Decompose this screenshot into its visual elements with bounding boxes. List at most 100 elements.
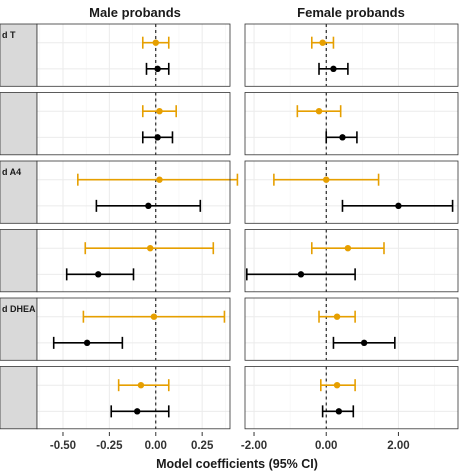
panel-male [36,92,231,156]
point-estimate [156,176,163,183]
point-estimate [154,65,161,73]
point-estimate [83,339,91,347]
point-estimate [137,381,145,389]
point-estimate [335,408,343,415]
strip-label: d A4 [2,167,21,177]
panel-background [37,366,230,429]
estimate-black [110,405,170,418]
panel-background [37,229,230,292]
point-estimate [395,202,402,210]
strip-label: d T [2,30,16,40]
panel-background [245,92,458,155]
point-estimate [134,408,141,415]
panel-female [244,23,459,87]
estimate-black [141,131,174,144]
panel-male [36,160,239,224]
facet-row: d A4 [0,160,459,224]
panel-background [37,298,230,361]
facet-row [0,229,459,293]
panel-border [244,160,459,224]
estimate-orange [141,105,177,118]
x-tick-label-female: -2.00 [241,440,267,452]
point-estimate [360,339,368,347]
estimate-orange [296,105,342,118]
facet-strip [0,229,38,293]
point-estimate [333,313,341,320]
facet-strip [0,23,38,87]
x-tick-label-male: -0.25 [96,440,123,452]
point-estimate [323,176,330,183]
facet-title-male: Male probands [89,5,181,20]
x-tick-label-male: -0.50 [50,440,76,452]
panel-border [36,366,231,430]
facet-row: d T [0,23,459,87]
facet-row: d DHEA [0,297,459,361]
panel-background [37,24,230,87]
estimate-orange [77,173,239,186]
panel-grid: d T d A4 d DHEA [0,23,459,430]
panel-border [244,229,459,293]
panel-border [36,160,231,224]
estimate-black [325,131,358,144]
x-tick-label-male: 0.00 [145,440,167,452]
panel-border [244,23,459,87]
facet-title-female: Female probands [297,5,405,20]
point-estimate [147,244,154,252]
point-estimate [297,271,305,278]
panel-male [36,23,231,87]
estimate-black [321,405,355,418]
x-axes: -0.50 -0.25 0.00 0.25 -2.00 0.00 2.00 [50,432,410,452]
facet-strip [0,92,38,156]
panel-female [244,92,459,156]
point-estimate [95,271,102,278]
panel-female [244,297,459,361]
panel-male [36,229,231,293]
estimate-black [65,268,135,281]
facet-strip [0,160,38,224]
point-estimate [154,134,161,141]
estimate-orange [318,310,356,323]
estimate-black [95,199,202,212]
point-estimate [145,202,152,210]
panel-female [244,160,459,224]
panel-female [244,366,459,430]
estimate-orange [273,173,380,186]
panel-background [245,366,458,429]
estimate-black [52,336,124,349]
estimate-orange [320,379,356,392]
panel-border [244,366,459,430]
panel-female [244,229,459,293]
panel-border [36,92,231,156]
x-tick-label-male: 0.25 [191,440,214,452]
panel-male [36,366,231,430]
estimate-orange [117,379,170,392]
panel-background [245,161,458,224]
estimate-black [318,62,349,75]
panel-background [245,229,458,292]
point-estimate [344,244,352,252]
x-axis-title: Model coefficients (95% CI) [156,457,318,471]
estimate-black [145,62,170,75]
panel-background [245,298,458,361]
panel-background [245,24,458,87]
point-estimate [156,107,163,115]
panel-border [36,229,231,293]
panel-border [36,297,231,361]
facet-row [0,92,459,156]
estimate-orange [310,36,335,49]
panel-border [244,92,459,156]
panel-border [244,297,459,361]
facet-row [0,366,459,430]
estimate-orange [82,310,226,323]
point-estimate [339,134,346,141]
panel-background [37,92,230,155]
strip-label: d DHEA [2,304,36,314]
estimate-black [332,336,396,349]
facet-strip [0,366,38,430]
panel-border [36,23,231,87]
estimate-orange [84,242,215,255]
estimate-orange [141,36,170,49]
estimate-black [246,268,356,281]
point-estimate [152,39,159,46]
